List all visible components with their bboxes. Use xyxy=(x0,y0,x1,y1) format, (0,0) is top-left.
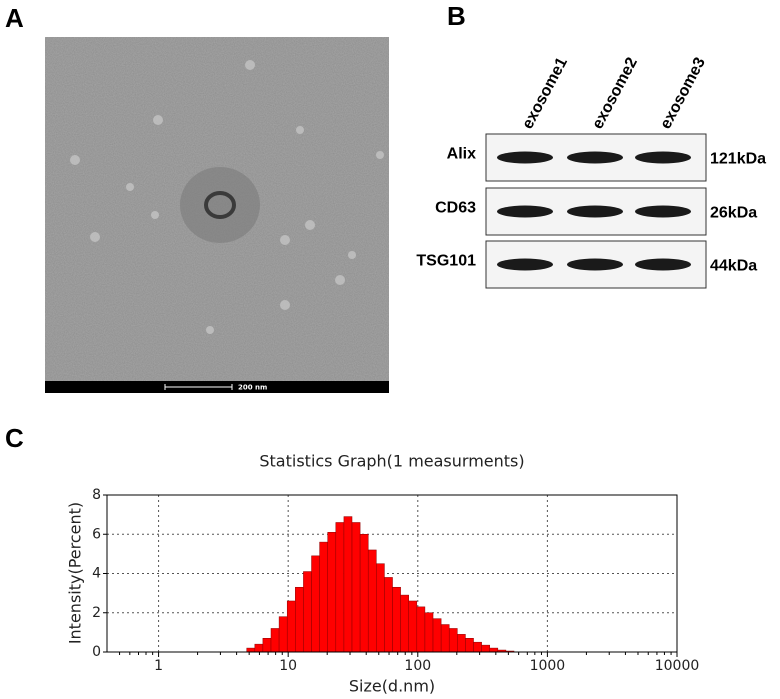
size-label: 121kDa xyxy=(710,151,766,168)
y-tick-label: 0 xyxy=(92,644,101,660)
bar xyxy=(473,641,482,653)
bar xyxy=(400,594,409,653)
lane-label: exosome1 xyxy=(519,55,571,132)
y-axis-label: Intensity(Percent) xyxy=(66,502,85,644)
size-label: 26kDa xyxy=(710,205,757,222)
lane-label: exosome2 xyxy=(589,55,641,132)
y-tick-label: 6 xyxy=(92,526,101,542)
western-blot: exosome1 exosome2 exosome3 Alix 121kDa CD63 26… xyxy=(416,55,766,289)
bar xyxy=(416,606,426,653)
protein-label: CD63 xyxy=(435,200,476,217)
histogram-chart: 0 2 4 6 8 1 10 100 1000 10000 xyxy=(92,487,699,674)
bar xyxy=(286,600,296,653)
bar xyxy=(376,563,385,653)
plot-frame xyxy=(106,494,678,653)
panel-label: A xyxy=(5,3,24,33)
x-tick-label: 100 xyxy=(404,658,431,674)
bar xyxy=(408,600,418,653)
bar xyxy=(465,638,474,653)
bar xyxy=(327,532,337,653)
lane-label: exosome3 xyxy=(657,55,709,132)
bar xyxy=(246,647,256,653)
bar xyxy=(424,612,434,653)
bar xyxy=(254,643,264,653)
chart-title: Statistics Graph(1 measurments) xyxy=(259,452,524,471)
bar xyxy=(343,516,353,653)
protein-label: Alix xyxy=(447,146,476,163)
band xyxy=(567,258,623,271)
panel-label: B xyxy=(447,1,466,31)
bar xyxy=(448,628,458,653)
bar xyxy=(384,577,393,653)
band xyxy=(567,205,623,218)
band xyxy=(497,151,553,164)
band xyxy=(635,205,691,218)
y-tick-label: 8 xyxy=(92,487,101,503)
protein-label: TSG101 xyxy=(416,253,476,270)
bar xyxy=(319,541,328,653)
bar xyxy=(351,522,361,653)
y-tick-label: 2 xyxy=(92,605,101,621)
bar xyxy=(278,616,288,653)
scale-bar-label: 200 nm xyxy=(238,384,267,392)
bar xyxy=(303,571,312,653)
band xyxy=(635,151,691,164)
panel-label: C xyxy=(5,423,24,453)
bar xyxy=(440,624,450,653)
bar xyxy=(367,549,377,653)
bar xyxy=(262,638,272,653)
band xyxy=(497,258,553,271)
bar xyxy=(489,647,499,653)
y-tick-label: 4 xyxy=(92,566,101,582)
x-tick-label: 1000 xyxy=(530,658,566,674)
bar xyxy=(481,644,490,653)
bar xyxy=(335,522,345,653)
size-label: 44kDa xyxy=(710,258,757,275)
x-tick-label: 10 xyxy=(279,658,297,674)
bar xyxy=(392,586,401,653)
bar xyxy=(359,534,369,653)
x-tick-label: 10000 xyxy=(655,658,700,674)
bar xyxy=(432,618,442,653)
tem-image: 200 nm xyxy=(45,37,389,393)
bar xyxy=(270,628,280,653)
band xyxy=(567,151,623,164)
x-tick-label: 1 xyxy=(154,658,163,674)
band xyxy=(635,258,691,271)
x-axis-label: Size(d.nm) xyxy=(349,677,435,696)
bar xyxy=(457,634,466,653)
bar xyxy=(295,586,304,653)
bar xyxy=(311,555,320,653)
band xyxy=(497,205,553,218)
